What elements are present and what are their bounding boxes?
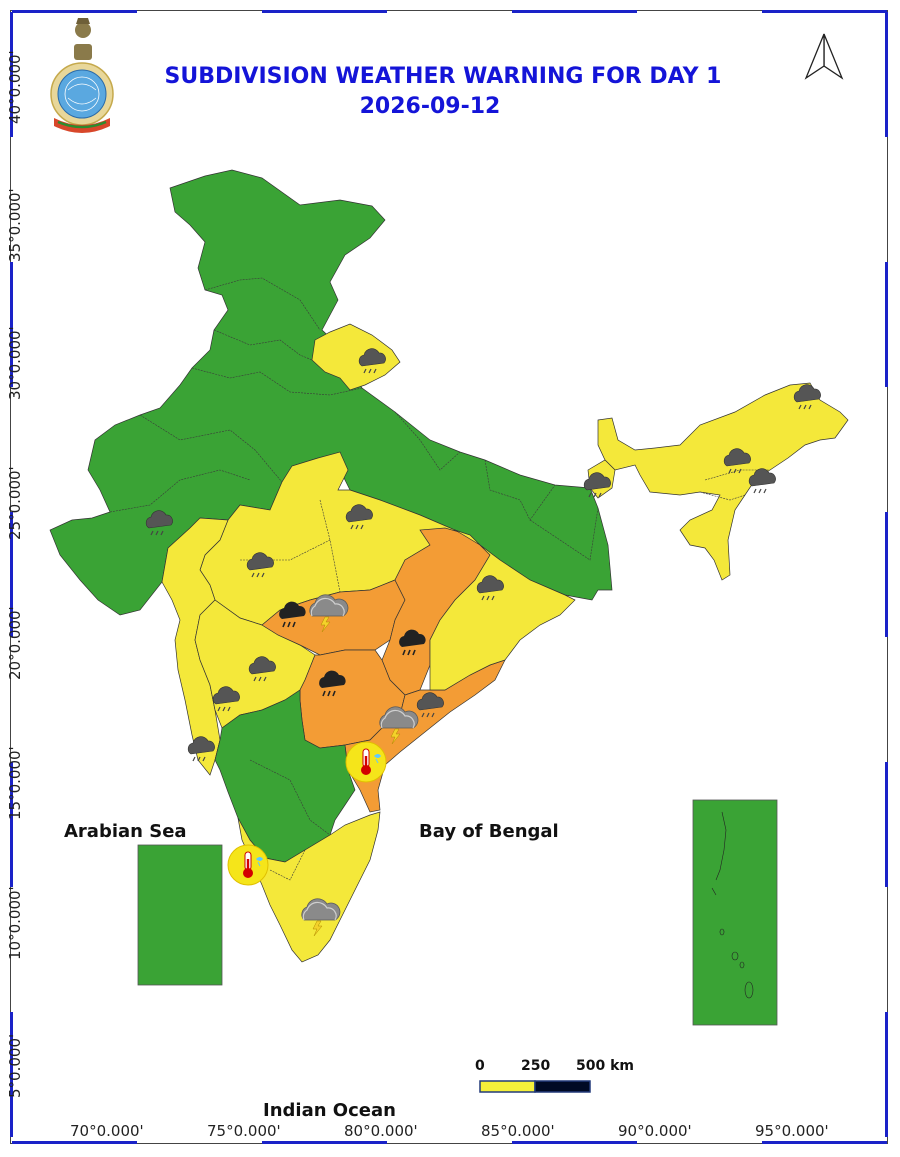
frame-tick xyxy=(762,1141,887,1144)
region-northeast-yellow xyxy=(597,382,849,581)
map-date: 2026-09-12 xyxy=(359,94,501,119)
imd-emblem-icon xyxy=(50,18,114,133)
frame-tick xyxy=(10,1012,13,1137)
frame-tick xyxy=(262,10,387,13)
map-title: SUBDIVISION WEATHER WARNING FOR DAY 1 xyxy=(164,64,722,89)
region-south-yellow xyxy=(237,811,381,963)
subdivision-boundaries xyxy=(109,277,770,881)
frame-tick xyxy=(512,1141,637,1144)
frame-tick xyxy=(12,10,137,13)
lon-label-95: 95°0.000' xyxy=(755,1122,829,1140)
frame-tick xyxy=(10,512,13,637)
frame-tick xyxy=(885,262,888,387)
frame-tick xyxy=(885,12,888,137)
lon-label-85: 85°0.000' xyxy=(481,1122,555,1140)
frame-tick xyxy=(885,512,888,637)
arabian-sea-label: Arabian Sea xyxy=(64,821,187,842)
indian-ocean-label: Indian Ocean xyxy=(263,1100,396,1121)
frame-tick xyxy=(10,262,13,387)
scale-bar xyxy=(479,1080,591,1093)
frame-tick xyxy=(885,762,888,887)
frame-tick xyxy=(10,762,13,887)
thermometer-icon xyxy=(345,741,387,783)
frame-tick xyxy=(12,1141,137,1144)
scale-label-mid: 250 xyxy=(521,1058,551,1074)
frame-tick xyxy=(262,1141,387,1144)
lon-label-80: 80°0.000' xyxy=(344,1122,418,1140)
lakshadweep-inset xyxy=(137,844,223,986)
andaman-islands xyxy=(711,811,754,999)
frame-tick xyxy=(512,10,637,13)
frame-tick xyxy=(10,12,13,137)
scale-label-zero: 0 xyxy=(475,1058,485,1074)
thermometer-icon xyxy=(227,844,269,886)
lon-label-90: 90°0.000' xyxy=(618,1122,692,1140)
andaman-nicobar-inset xyxy=(692,799,778,1026)
frame-tick xyxy=(762,10,887,13)
region-uttarakhand xyxy=(311,323,401,391)
region-odisha-yellow xyxy=(429,529,576,691)
lon-label-75: 75°0.000' xyxy=(207,1122,281,1140)
lon-label-70: 70°0.000' xyxy=(70,1122,144,1140)
north-arrow-icon xyxy=(804,33,844,80)
region-karnataka-green xyxy=(214,689,356,863)
frame-tick xyxy=(885,1012,888,1137)
bay-of-bengal-label: Bay of Bengal xyxy=(419,821,559,842)
scale-label-end: 500 km xyxy=(576,1058,634,1074)
